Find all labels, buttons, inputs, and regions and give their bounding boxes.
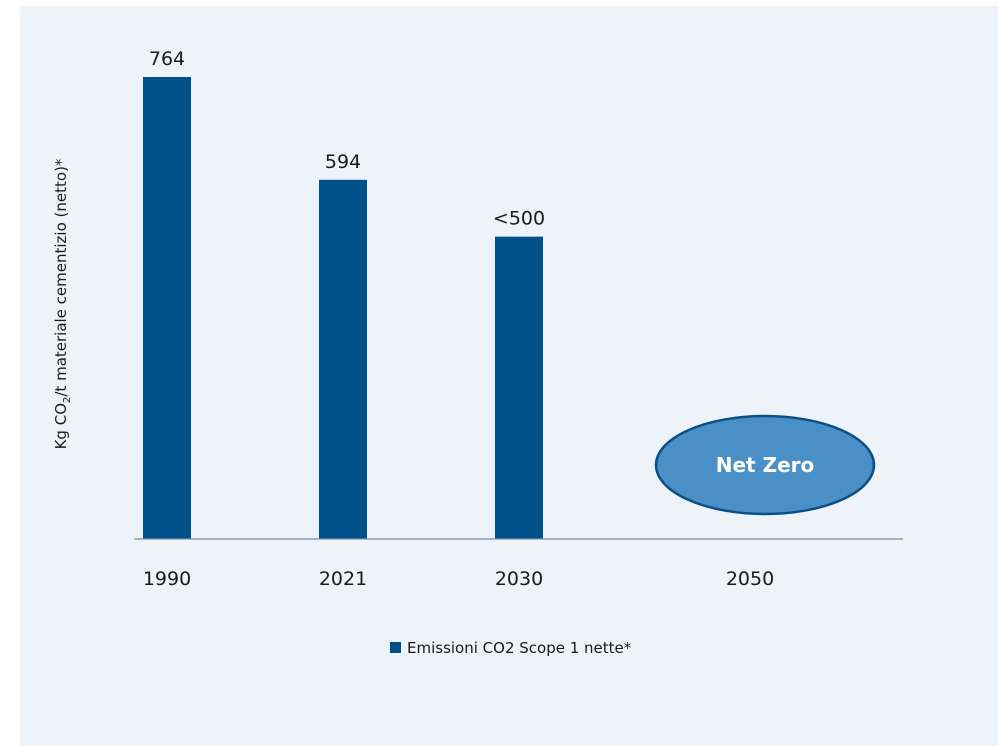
value-labels-group: 764 594 <500 <box>149 48 545 230</box>
x-tick-2030: 2030 <box>495 568 543 590</box>
legend: Emissioni CO2 Scope 1 nette* <box>390 639 632 657</box>
x-tick-2050: 2050 <box>726 568 774 590</box>
y-axis-label-pre: Kg CO <box>52 403 70 449</box>
bar-1990 <box>143 77 191 539</box>
x-tick-1990: 1990 <box>143 568 191 590</box>
data-label-1990: 764 <box>149 48 185 70</box>
x-tick-2021: 2021 <box>319 568 367 590</box>
data-label-2021: 594 <box>325 151 361 173</box>
net-zero-annotation: Net Zero <box>654 414 876 516</box>
net-zero-ellipse <box>654 414 876 516</box>
x-tick-labels-group: 1990 2021 2030 2050 <box>143 568 774 590</box>
bar-2030 <box>495 236 543 539</box>
legend-label: Emissioni CO2 Scope 1 nette* <box>407 639 632 657</box>
bars-group <box>143 77 543 540</box>
net-zero-label: Net Zero <box>716 453 815 477</box>
y-axis-label-post: /t materiale cementizio (netto)* <box>52 158 70 397</box>
y-axis-label: Kg CO2/t materiale cementizio (netto)* <box>52 158 73 449</box>
legend-swatch <box>390 642 401 653</box>
y-axis-label-sub: 2 <box>62 397 73 403</box>
bar-2021 <box>319 179 367 540</box>
data-label-2030: <500 <box>493 208 545 230</box>
